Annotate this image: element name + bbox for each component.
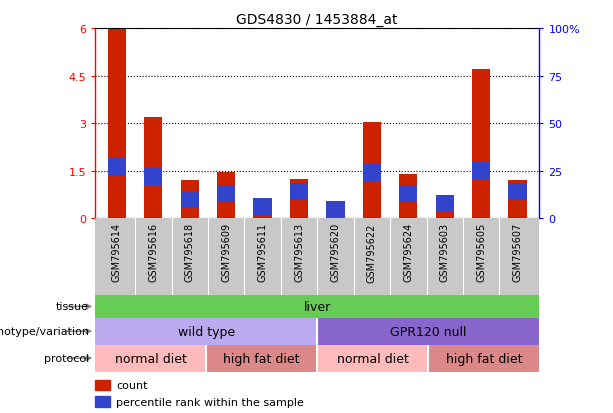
Bar [508, 184, 527, 201]
Bar [472, 163, 490, 180]
Bar [217, 186, 235, 203]
Bar [206, 345, 318, 372]
Text: GSM795603: GSM795603 [440, 223, 450, 282]
Bar [108, 159, 126, 176]
Text: liver: liver [303, 300, 331, 313]
Text: wild type: wild type [178, 325, 235, 338]
Bar [508, 181, 527, 219]
Bar [290, 184, 308, 201]
Bar [436, 213, 454, 219]
Bar [363, 165, 381, 182]
Bar [326, 202, 345, 219]
Bar [181, 181, 199, 219]
Text: GSM795607: GSM795607 [512, 223, 523, 282]
Text: genotype/variation: genotype/variation [0, 326, 89, 337]
Bar [326, 216, 345, 219]
Bar [95, 318, 318, 345]
Text: GSM795616: GSM795616 [148, 223, 158, 282]
Text: high fat diet: high fat diet [446, 352, 522, 365]
Bar [144, 169, 162, 186]
Bar [436, 195, 454, 212]
Text: tissue: tissue [56, 301, 89, 312]
Bar [428, 345, 539, 372]
Title: GDS4830 / 1453884_at: GDS4830 / 1453884_at [237, 12, 398, 26]
Text: GSM795622: GSM795622 [367, 223, 377, 282]
Bar [363, 122, 381, 219]
Bar [217, 173, 235, 219]
Bar [181, 191, 199, 209]
Bar [472, 70, 490, 219]
Text: high fat diet: high fat diet [223, 352, 300, 365]
Bar [318, 318, 539, 345]
Bar [399, 175, 417, 219]
Text: protocol: protocol [44, 353, 89, 363]
Text: GSM795611: GSM795611 [257, 223, 268, 282]
Text: normal diet: normal diet [337, 352, 409, 365]
Bar [108, 29, 126, 219]
Bar [318, 345, 428, 372]
Text: GSM795620: GSM795620 [330, 223, 340, 282]
Text: count: count [116, 380, 148, 390]
Text: normal diet: normal diet [115, 352, 186, 365]
Bar [254, 211, 272, 219]
Text: GSM795618: GSM795618 [185, 223, 195, 282]
Text: GPR120 null: GPR120 null [390, 325, 466, 338]
Bar [399, 186, 417, 203]
Bar [254, 199, 272, 216]
Bar [95, 345, 206, 372]
Text: GSM795605: GSM795605 [476, 223, 486, 282]
Text: GSM795609: GSM795609 [221, 223, 231, 282]
Text: GSM795624: GSM795624 [403, 223, 413, 282]
Text: GSM795614: GSM795614 [112, 223, 122, 282]
Text: GSM795613: GSM795613 [294, 223, 304, 282]
Bar [144, 118, 162, 219]
Text: percentile rank within the sample: percentile rank within the sample [116, 396, 304, 407]
Bar [290, 179, 308, 219]
